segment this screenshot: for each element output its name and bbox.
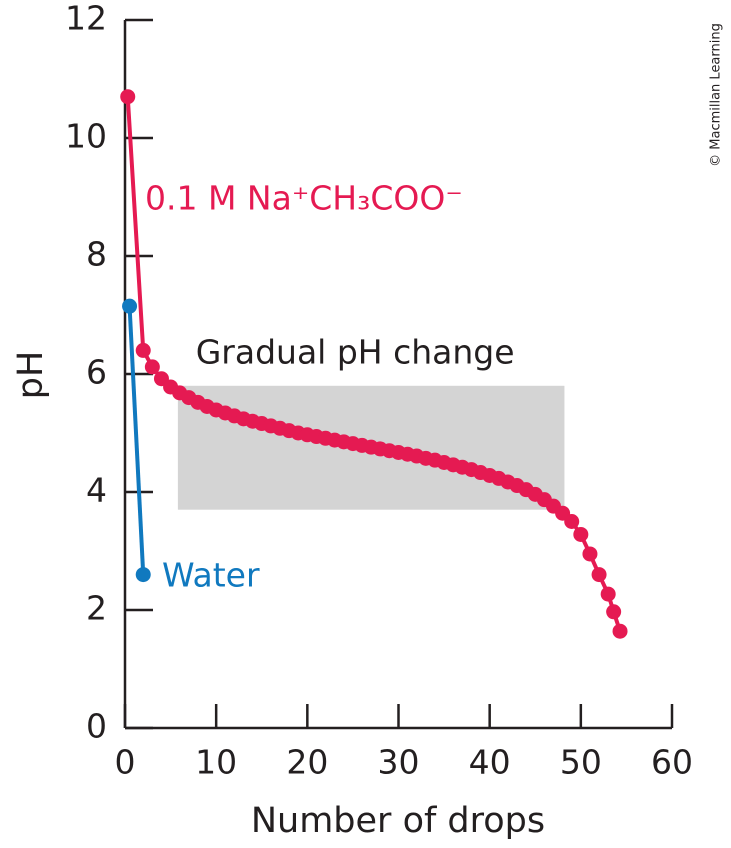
data-point (564, 514, 580, 529)
y-tick-label: 6 (86, 353, 107, 392)
x-axis-title: Number of drops (251, 801, 545, 841)
data-point (573, 526, 589, 542)
credit: © Macmillan Learning (709, 23, 724, 167)
series-label: 0.1 M Na⁺CH₃COO⁻ (145, 179, 463, 218)
data-point (135, 342, 151, 358)
data-point (606, 604, 622, 620)
data-point (144, 359, 160, 375)
x-tick-label: 60 (651, 743, 693, 782)
data-point (591, 567, 607, 583)
data-point (582, 546, 598, 562)
y-tick-label: 12 (65, 0, 107, 38)
x-tick-label: 30 (378, 743, 420, 782)
y-tick-label: 0 (86, 707, 107, 746)
series-label: Water (162, 556, 260, 595)
data-point (135, 567, 151, 583)
x-tick-label: 50 (560, 743, 602, 782)
y-tick-label: 8 (86, 235, 107, 274)
annotation-label: Gradual pH change (196, 332, 515, 371)
y-tick-label: 10 (65, 117, 107, 156)
y-tick-label: 4 (86, 471, 107, 510)
data-point (120, 89, 136, 105)
x-tick-label: 40 (469, 743, 511, 782)
data-point (612, 623, 628, 639)
x-tick-label: 0 (115, 743, 136, 782)
data-point (600, 586, 616, 602)
series-line (127, 306, 146, 575)
y-axis-title: pH (11, 351, 51, 400)
x-tick-label: 20 (286, 743, 328, 782)
data-point (122, 298, 138, 314)
x-tick-label: 10 (195, 743, 237, 782)
y-tick-label: 2 (86, 589, 107, 628)
